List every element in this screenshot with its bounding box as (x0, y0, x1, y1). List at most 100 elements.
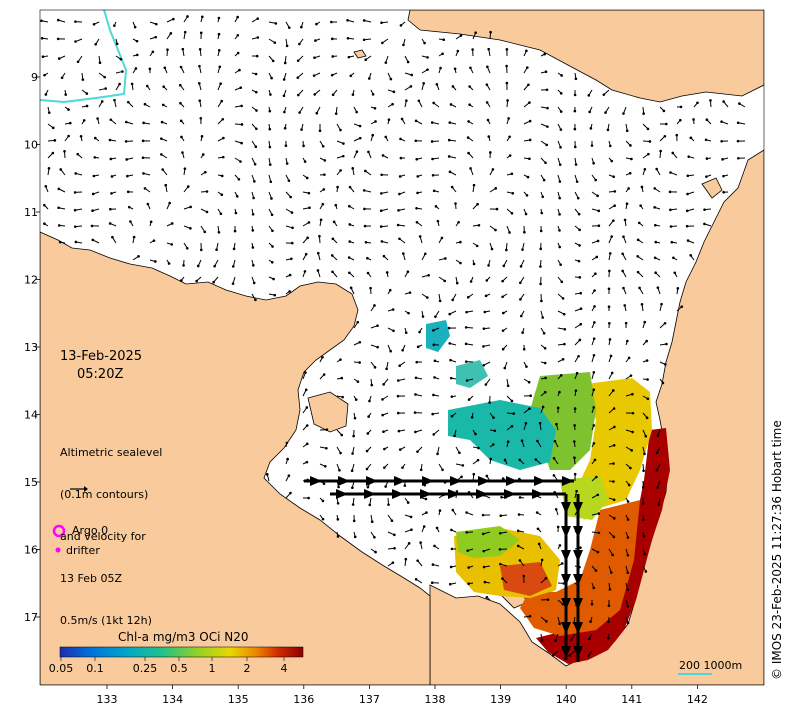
colorbar-tick-label: 2 (244, 662, 251, 675)
velocity-arrowhead (318, 129, 322, 133)
velocity-arrowhead (288, 290, 291, 293)
velocity-arrowhead (413, 411, 417, 414)
x-tick-label: 134 (162, 693, 183, 706)
velocity-arrowhead (518, 496, 522, 499)
velocity-arrowhead (638, 286, 641, 290)
velocity-arrowhead (167, 262, 171, 265)
velocity-arrowhead (627, 187, 630, 190)
velocity-arrowhead (181, 151, 184, 154)
velocity-arrowhead (522, 574, 526, 578)
velocity-arrowhead (43, 203, 46, 207)
velocity-arrowhead (579, 307, 583, 311)
velocity-arrowhead (643, 552, 647, 556)
velocity-arrowhead (73, 225, 77, 228)
chl-patch-cyan-north (426, 320, 450, 352)
velocity-arrowhead (609, 354, 613, 358)
velocity-arrowhead (450, 547, 454, 551)
velocity-arrowhead (669, 208, 672, 212)
velocity-arrowhead (597, 209, 601, 213)
velocity-arrowhead (559, 92, 563, 95)
velocity-arrowhead (199, 248, 203, 252)
velocity-arrowhead (467, 398, 471, 401)
velocity-arrowhead (612, 480, 615, 483)
velocity-arrowhead (132, 235, 136, 239)
velocity-arrowhead (304, 388, 308, 392)
velocity-arrowhead (662, 109, 666, 113)
velocity-arrowhead (168, 201, 171, 205)
velocity-arrowhead (642, 518, 645, 521)
velocity-arrowhead (330, 20, 333, 24)
velocity-arrowhead (508, 231, 511, 234)
velocity-arrowhead (142, 172, 145, 175)
velocity-arrowhead (489, 30, 492, 34)
chl-patch-orange-south (520, 500, 640, 636)
velocity-arrowhead (622, 112, 625, 115)
velocity-arrowhead (118, 82, 121, 86)
velocity-arrowhead (668, 190, 672, 194)
velocity-arrowhead (447, 138, 451, 142)
velocity-arrowhead (94, 42, 97, 46)
velocity-arrowhead (129, 220, 132, 223)
velocity-arrowhead (336, 501, 340, 505)
velocity-arrowhead (534, 458, 538, 461)
velocity-arrowhead (469, 280, 473, 283)
velocity-arrowhead (366, 271, 370, 275)
velocity-arrowhead (366, 432, 370, 435)
velocity-arrowhead (347, 256, 351, 259)
velocity-arrowhead (456, 49, 460, 53)
strong-arrowhead (392, 489, 404, 499)
velocity-arrowhead (448, 170, 452, 174)
velocity-arrowhead (416, 345, 420, 349)
velocity-arrowhead (608, 269, 611, 273)
velocity-arrowhead (407, 311, 410, 315)
x-tick-label: 138 (425, 693, 446, 706)
velocity-arrowhead (540, 639, 544, 642)
velocity-arrowhead (179, 65, 183, 69)
velocity-arrowhead (51, 126, 55, 130)
velocity-arrowhead (331, 237, 335, 241)
velocity-arrowhead (577, 354, 580, 358)
velocity-arrowhead (74, 172, 78, 175)
velocity-arrowhead (321, 144, 325, 148)
argo-marker (52, 524, 66, 538)
velocity-arrowhead (675, 133, 679, 137)
velocity-arrowhead (371, 93, 375, 96)
velocity-arrowhead (482, 363, 486, 367)
velocity-arrowhead (431, 412, 434, 416)
velocity-arrowhead (93, 136, 97, 140)
velocity-arrowhead (195, 279, 198, 283)
velocity-arrowhead (559, 128, 563, 131)
strong-arrowhead (561, 574, 571, 586)
velocity-arrowhead (373, 535, 376, 539)
land-north-new-guinea (407, 10, 764, 103)
velocity-arrowhead (594, 178, 598, 182)
velocity-arrowhead (664, 122, 668, 126)
colorbar-tick-label: 0.05 (49, 662, 74, 675)
velocity-arrowhead (164, 183, 168, 187)
velocity-arrowhead (626, 500, 630, 503)
strong-arrowhead (562, 476, 574, 486)
velocity-arrowhead (574, 77, 578, 81)
velocity-arrowhead (220, 99, 224, 103)
velocity-arrowhead (321, 202, 325, 206)
velocity-arrowhead (506, 440, 510, 443)
velocity-arrowhead (443, 279, 447, 283)
velocity-arrowhead (103, 75, 106, 79)
velocity-arrowhead (236, 51, 240, 55)
velocity-arrowhead (334, 203, 338, 207)
velocity-arrowhead (109, 157, 113, 161)
velocity-arrowhead (539, 229, 543, 233)
velocity-arrowhead (686, 174, 690, 178)
velocity-arrowhead (556, 406, 560, 410)
velocity-arrowhead (300, 128, 303, 131)
velocity-arrowhead (149, 220, 153, 224)
date-label: 13-Feb-2025 (60, 349, 143, 364)
velocity-arrowhead (626, 621, 630, 625)
velocity-arrowhead (613, 204, 616, 208)
velocity-arrowhead (414, 119, 418, 123)
velocity-arrowhead (384, 135, 388, 139)
velocity-arrowhead (613, 190, 617, 193)
velocity-arrowhead (389, 349, 392, 353)
velocity-arrowhead (578, 228, 581, 232)
velocity-arrowhead (364, 240, 368, 244)
